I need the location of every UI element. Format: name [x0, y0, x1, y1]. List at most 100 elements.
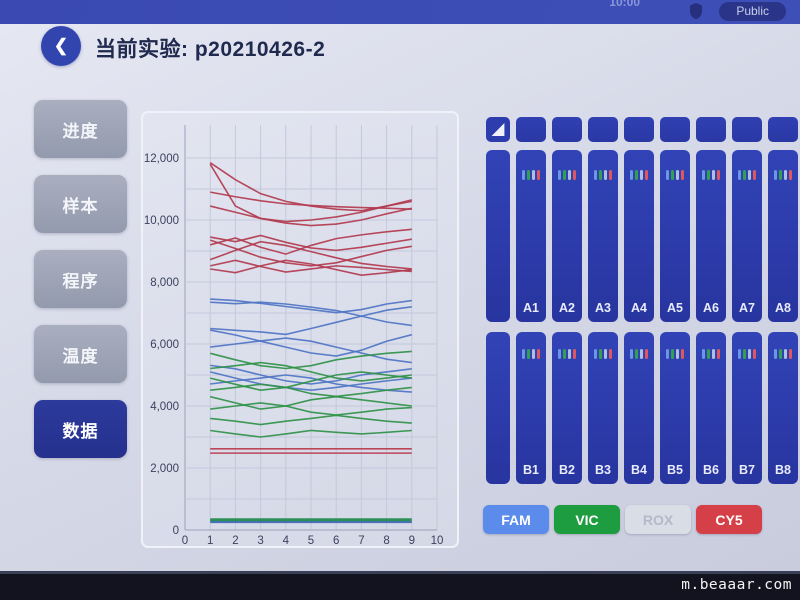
well-A6[interactable]: A6 — [696, 150, 726, 322]
row-selector-B[interactable] — [486, 332, 510, 484]
amplification-chart-panel: 0 2,000 4,000 6,000 8,000 10,000 12,000 0 1 2 3 4 5 6… — [141, 111, 459, 548]
channel-indicator-tick — [738, 349, 741, 359]
well-B7[interactable]: B7 — [732, 332, 762, 484]
well-channel-indicators — [768, 170, 798, 180]
channel-indicator-tick — [568, 349, 571, 359]
well-A1[interactable]: A1 — [516, 150, 546, 322]
channel-indicator-tick — [738, 170, 741, 180]
watermark-text: m.beaaar.com — [681, 577, 792, 593]
x-tick-label: 8 — [383, 535, 389, 547]
chart-line-blue-4 — [210, 329, 413, 357]
channel-filter-bar: FAM VIC ROX CY5 — [483, 505, 762, 534]
y-tick-label: 4,000 — [150, 401, 179, 413]
column-header-3[interactable] — [588, 117, 618, 142]
channel-indicator-tick — [743, 349, 746, 359]
well-A2[interactable]: A2 — [552, 150, 582, 322]
well-channel-indicators — [660, 349, 690, 359]
channel-indicator-tick — [748, 170, 751, 180]
chart-line-blue-6 — [210, 364, 412, 385]
well-B4[interactable]: B4 — [624, 332, 654, 484]
channel-indicator-tick — [594, 349, 597, 359]
column-header-7[interactable] — [732, 117, 762, 142]
well-label: B2 — [559, 463, 575, 477]
well-A8[interactable]: A8 — [768, 150, 798, 322]
well-A5[interactable]: A5 — [660, 150, 690, 322]
sidebar-tab-程序[interactable]: 程序 — [34, 250, 127, 308]
channel-indicator-tick — [527, 170, 530, 180]
well-label: A8 — [775, 301, 791, 315]
sidebar-tab-样本[interactable]: 样本 — [34, 175, 127, 233]
channel-indicator-tick — [522, 349, 525, 359]
column-header-2[interactable] — [552, 117, 582, 142]
channel-indicator-tick — [707, 170, 710, 180]
well-A7[interactable]: A7 — [732, 150, 762, 322]
channel-indicator-tick — [712, 349, 715, 359]
channel-indicator-tick — [573, 170, 576, 180]
well-A4[interactable]: A4 — [624, 150, 654, 322]
channel-indicator-tick — [635, 170, 638, 180]
y-tick-label: 2,000 — [150, 463, 179, 475]
channel-indicator-tick — [640, 349, 643, 359]
chart-line-blue-1 — [210, 298, 412, 314]
well-label: B7 — [739, 463, 755, 477]
x-tick-label: 2 — [232, 535, 238, 547]
channel-indicator-tick — [774, 170, 777, 180]
well-label: B3 — [595, 463, 611, 477]
channel-indicator-tick — [645, 349, 648, 359]
channel-indicator-tick — [712, 170, 715, 180]
channel-indicator-tick — [774, 349, 777, 359]
chart-line-red-10 — [210, 259, 412, 276]
well-label: A1 — [523, 301, 539, 315]
well-B3[interactable]: B3 — [588, 332, 618, 484]
well-B1[interactable]: B1 — [516, 332, 546, 484]
well-B2[interactable]: B2 — [552, 332, 582, 484]
well-channel-indicators — [624, 349, 654, 359]
channel-indicator-tick — [717, 349, 720, 359]
status-time: 10:00 — [609, 0, 640, 9]
channel-indicator-tick — [779, 170, 782, 180]
well-B8[interactable]: B8 — [768, 332, 798, 484]
sidebar-tab-数据[interactable]: 数据 — [34, 400, 127, 458]
channel-button-rox[interactable]: ROX — [625, 505, 691, 534]
chart-line-red-8 — [209, 240, 412, 270]
column-header-6[interactable] — [696, 117, 726, 142]
chart-line-red-5 — [210, 234, 412, 252]
chart-line-red-6 — [209, 239, 412, 267]
well-A3[interactable]: A3 — [588, 150, 618, 322]
channel-indicator-tick — [666, 170, 669, 180]
well-channel-indicators — [588, 349, 618, 359]
channel-indicator-tick — [676, 349, 679, 359]
sidebar-tab-温度[interactable]: 温度 — [34, 325, 127, 383]
channel-indicator-tick — [784, 170, 787, 180]
channel-button-cy5[interactable]: CY5 — [696, 505, 762, 534]
column-header-1[interactable] — [516, 117, 546, 142]
chart-line-blue-5 — [210, 337, 412, 364]
channel-indicator-tick — [779, 349, 782, 359]
x-tick-label: 0 — [182, 535, 188, 547]
y-tick-label: 8,000 — [150, 277, 179, 289]
sidebar-tab-进度[interactable]: 进度 — [34, 100, 127, 158]
x-tick-label: 4 — [283, 535, 290, 547]
channel-button-fam[interactable]: FAM — [483, 505, 549, 534]
x-tick-label: 1 — [207, 535, 213, 547]
row-selector-A[interactable] — [486, 150, 510, 322]
column-header-8[interactable] — [768, 117, 798, 142]
back-button[interactable]: ❮ — [41, 26, 81, 66]
channel-indicator-tick — [594, 170, 597, 180]
x-tick-label: 10 — [431, 535, 444, 547]
well-B6[interactable]: B6 — [696, 332, 726, 484]
channel-indicator-tick — [753, 170, 756, 180]
channel-indicator-tick — [599, 349, 602, 359]
public-button[interactable]: Public — [719, 2, 786, 21]
column-header-4[interactable] — [624, 117, 654, 142]
channel-button-vic[interactable]: VIC — [554, 505, 620, 534]
y-tick-label: 0 — [173, 525, 179, 537]
column-header-5[interactable] — [660, 117, 690, 142]
well-B5[interactable]: B5 — [660, 332, 690, 484]
chart-line-blue-8 — [210, 374, 412, 393]
select-all-wells-button[interactable] — [486, 117, 510, 142]
channel-indicator-tick — [563, 349, 566, 359]
channel-indicator-tick — [599, 170, 602, 180]
well-channel-indicators — [552, 170, 582, 180]
shield-icon — [688, 2, 704, 20]
